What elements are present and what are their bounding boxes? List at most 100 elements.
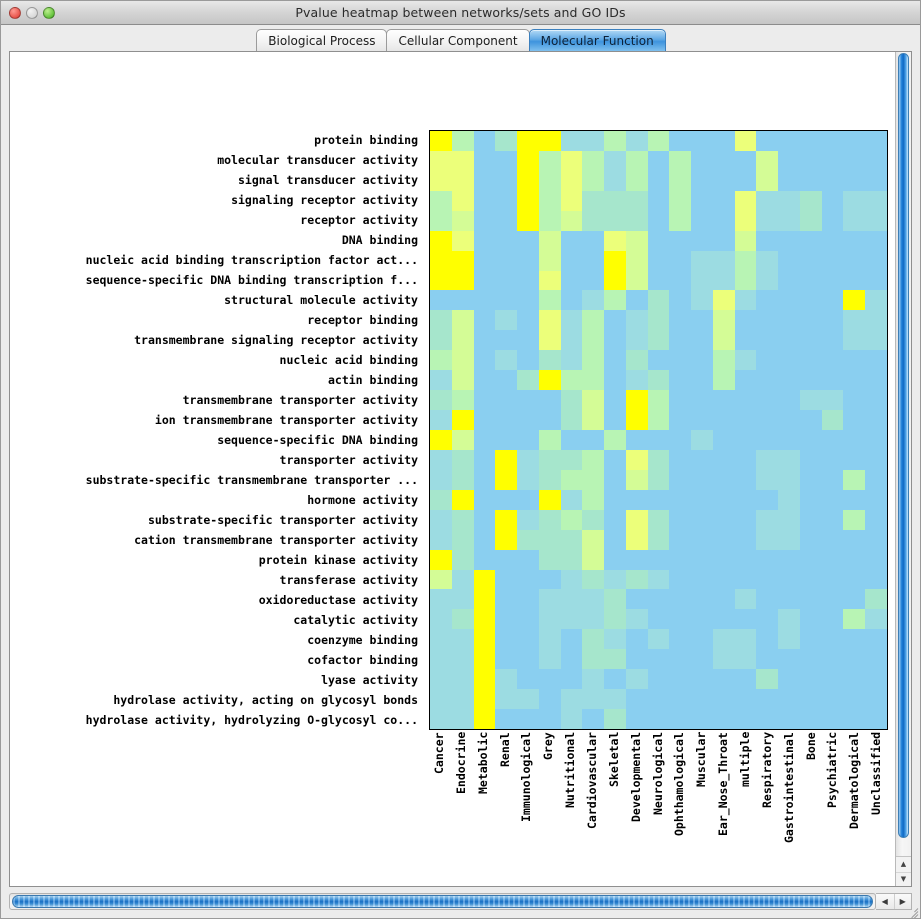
heatmap-cell[interactable]: [582, 629, 605, 650]
heatmap-cell[interactable]: [517, 549, 539, 570]
heatmap-cell[interactable]: [538, 330, 561, 351]
heatmap-cell[interactable]: [669, 390, 692, 411]
heatmap-cell[interactable]: [604, 410, 626, 430]
zoom-button[interactable]: [43, 6, 55, 19]
heatmap-cell[interactable]: [865, 190, 887, 211]
heatmap-cell[interactable]: [538, 549, 561, 570]
heatmap-cell[interactable]: [647, 330, 670, 351]
heatmap-cell[interactable]: [843, 509, 866, 530]
heatmap-cell[interactable]: [451, 310, 474, 331]
heatmap-cell[interactable]: [865, 310, 887, 331]
heatmap-cell[interactable]: [821, 190, 844, 211]
heatmap-cell[interactable]: [451, 250, 474, 271]
heatmap-cell[interactable]: [756, 709, 779, 729]
heatmap-cell[interactable]: [843, 449, 866, 470]
heatmap-cell[interactable]: [582, 330, 605, 351]
heatmap-cell[interactable]: [560, 290, 583, 311]
heatmap-cell[interactable]: [669, 489, 692, 510]
heatmap-cell[interactable]: [712, 370, 735, 391]
heatmap-cell[interactable]: [799, 290, 822, 311]
heatmap-cell[interactable]: [778, 131, 800, 151]
heatmap-cell[interactable]: [778, 709, 800, 729]
heatmap-cell[interactable]: [778, 569, 800, 590]
heatmap-cell[interactable]: [691, 290, 713, 311]
heatmap-cell[interactable]: [691, 429, 713, 450]
heatmap-cell[interactable]: [647, 429, 670, 450]
heatmap-cell[interactable]: [604, 509, 626, 530]
heatmap-cell[interactable]: [495, 190, 518, 211]
heatmap-cell[interactable]: [625, 709, 648, 729]
heatmap-cell[interactable]: [669, 449, 692, 470]
heatmap-cell[interactable]: [778, 370, 800, 391]
heatmap-cell[interactable]: [778, 669, 800, 690]
heatmap-cell[interactable]: [691, 569, 713, 590]
vertical-scrollbar[interactable]: ▲ ▼: [895, 52, 911, 886]
heatmap-cell[interactable]: [799, 609, 822, 630]
heatmap-cell[interactable]: [582, 609, 605, 630]
heatmap-cell[interactable]: [538, 370, 561, 391]
heatmap-cell[interactable]: [647, 390, 670, 411]
heatmap-cell[interactable]: [625, 429, 648, 450]
horizontal-scrollbar[interactable]: ◀ ▶: [9, 889, 912, 913]
heatmap-cell[interactable]: [473, 170, 496, 191]
heatmap-cell[interactable]: [843, 170, 866, 191]
heatmap-cell[interactable]: [778, 210, 800, 231]
heatmap-cell[interactable]: [756, 649, 779, 670]
heatmap-cell[interactable]: [517, 310, 539, 331]
heatmap-cell[interactable]: [582, 589, 605, 610]
heatmap-cell[interactable]: [734, 131, 757, 151]
heatmap-cell[interactable]: [604, 150, 626, 171]
heatmap-cell[interactable]: [538, 410, 561, 430]
heatmap-cell[interactable]: [582, 310, 605, 331]
heatmap-cell[interactable]: [865, 230, 887, 251]
heatmap-cell[interactable]: [712, 689, 735, 710]
heatmap-cell[interactable]: [582, 549, 605, 570]
heatmap-cell[interactable]: [799, 131, 822, 151]
heatmap-cell[interactable]: [517, 170, 539, 191]
heatmap-cell[interactable]: [560, 429, 583, 450]
heatmap-cell[interactable]: [712, 489, 735, 510]
heatmap-cell[interactable]: [778, 150, 800, 171]
heatmap-cell[interactable]: [756, 210, 779, 231]
heatmap-cell[interactable]: [865, 609, 887, 630]
heatmap-cell[interactable]: [538, 569, 561, 590]
heatmap-cell[interactable]: [430, 270, 452, 291]
heatmap-cell[interactable]: [495, 629, 518, 650]
heatmap-cell[interactable]: [865, 370, 887, 391]
heatmap-cell[interactable]: [778, 310, 800, 331]
heatmap-cell[interactable]: [691, 210, 713, 231]
heatmap-cell[interactable]: [495, 150, 518, 171]
heatmap-cell[interactable]: [538, 649, 561, 670]
heatmap-cell[interactable]: [712, 270, 735, 291]
heatmap-cell[interactable]: [538, 629, 561, 650]
heatmap-cell[interactable]: [734, 150, 757, 171]
heatmap-cell[interactable]: [430, 170, 452, 191]
heatmap-cell[interactable]: [647, 230, 670, 251]
heatmap-cell[interactable]: [582, 469, 605, 490]
heatmap-cell[interactable]: [430, 589, 452, 610]
heatmap-cell[interactable]: [517, 290, 539, 311]
heatmap-cell[interactable]: [495, 290, 518, 311]
heatmap-cell[interactable]: [625, 390, 648, 411]
heatmap-cell[interactable]: [799, 629, 822, 650]
heatmap-cell[interactable]: [625, 629, 648, 650]
heatmap-cell[interactable]: [734, 709, 757, 729]
heatmap-cell[interactable]: [451, 649, 474, 670]
heatmap-cell[interactable]: [625, 669, 648, 690]
heatmap-cell[interactable]: [691, 190, 713, 211]
heatmap-cell[interactable]: [691, 310, 713, 331]
heatmap-cell[interactable]: [691, 689, 713, 710]
heatmap-cell[interactable]: [712, 170, 735, 191]
heatmap-cell[interactable]: [647, 370, 670, 391]
heatmap-cell[interactable]: [473, 429, 496, 450]
heatmap-cell[interactable]: [647, 569, 670, 590]
heatmap-cell[interactable]: [430, 549, 452, 570]
heatmap-cell[interactable]: [538, 210, 561, 231]
heatmap-cell[interactable]: [821, 310, 844, 331]
heatmap-cell[interactable]: [495, 549, 518, 570]
heatmap-cell[interactable]: [538, 390, 561, 411]
heatmap-cell[interactable]: [734, 469, 757, 490]
heatmap-cell[interactable]: [451, 669, 474, 690]
heatmap-cell[interactable]: [517, 131, 539, 151]
heatmap-cell[interactable]: [582, 689, 605, 710]
